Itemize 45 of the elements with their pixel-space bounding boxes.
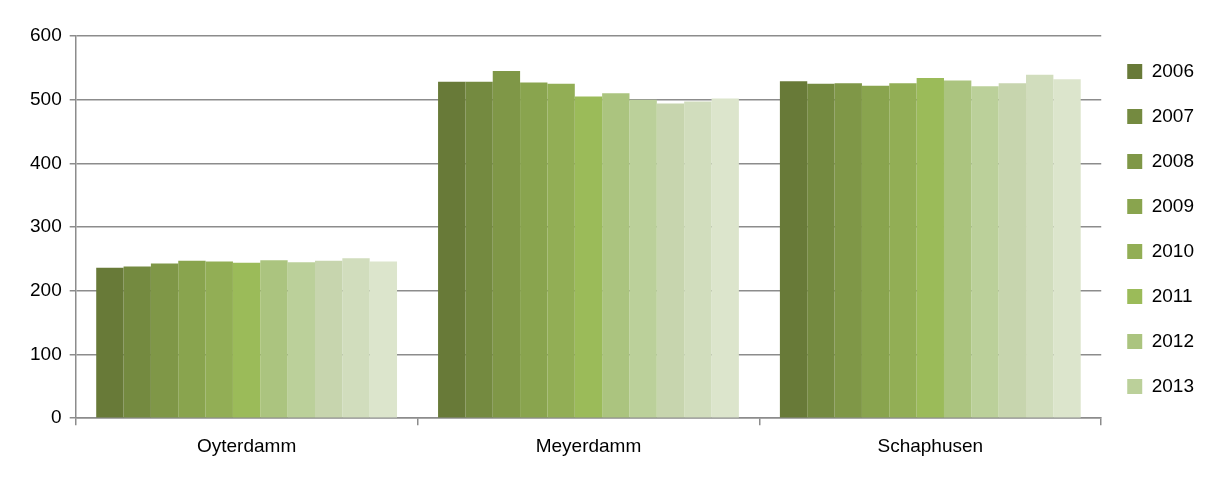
bar xyxy=(123,266,151,418)
y-tick-label: 100 xyxy=(30,342,62,364)
bar xyxy=(656,103,685,418)
bar xyxy=(998,83,1027,418)
x-tick-label: Meyerdamm xyxy=(535,434,642,456)
bar xyxy=(779,81,808,418)
bar xyxy=(1053,79,1081,418)
bar xyxy=(602,93,630,418)
legend-label: 2008 xyxy=(1151,149,1195,171)
bar xyxy=(1026,74,1054,418)
y-tick-label: 400 xyxy=(30,151,62,173)
bar xyxy=(342,258,370,418)
legend-label: 2006 xyxy=(1151,59,1195,81)
y-tick-label: 200 xyxy=(30,279,62,301)
bar xyxy=(465,81,493,418)
y-tick-label: 500 xyxy=(30,87,62,109)
bar xyxy=(492,71,521,418)
bar xyxy=(232,262,261,418)
bar xyxy=(260,260,288,418)
bar xyxy=(438,81,466,418)
bar xyxy=(971,86,999,418)
legend-label: 2010 xyxy=(1151,239,1195,261)
legend-label: 2007 xyxy=(1151,104,1195,126)
y-tick-label: 0 xyxy=(51,406,62,428)
x-tick-label: Oyterdamm xyxy=(197,434,297,456)
y-tick-label: 600 xyxy=(30,24,62,46)
bar xyxy=(314,260,343,418)
x-tick-label: Schaphusen xyxy=(877,434,984,456)
bar xyxy=(369,261,398,418)
bar xyxy=(684,101,712,418)
legend-label: 2011 xyxy=(1151,284,1193,306)
bar xyxy=(96,267,124,418)
bar xyxy=(943,80,972,418)
bar xyxy=(150,263,179,418)
bar xyxy=(629,99,657,418)
bar xyxy=(287,262,315,418)
y-tick-label: 300 xyxy=(30,215,62,237)
legend-label: 2009 xyxy=(1151,194,1195,216)
bar xyxy=(916,78,944,418)
bar xyxy=(834,83,862,418)
bar xyxy=(807,83,835,418)
bar xyxy=(574,96,603,418)
legend-label: 2012 xyxy=(1151,329,1195,351)
bar xyxy=(711,98,739,418)
legend-label: 2013 xyxy=(1151,374,1195,396)
